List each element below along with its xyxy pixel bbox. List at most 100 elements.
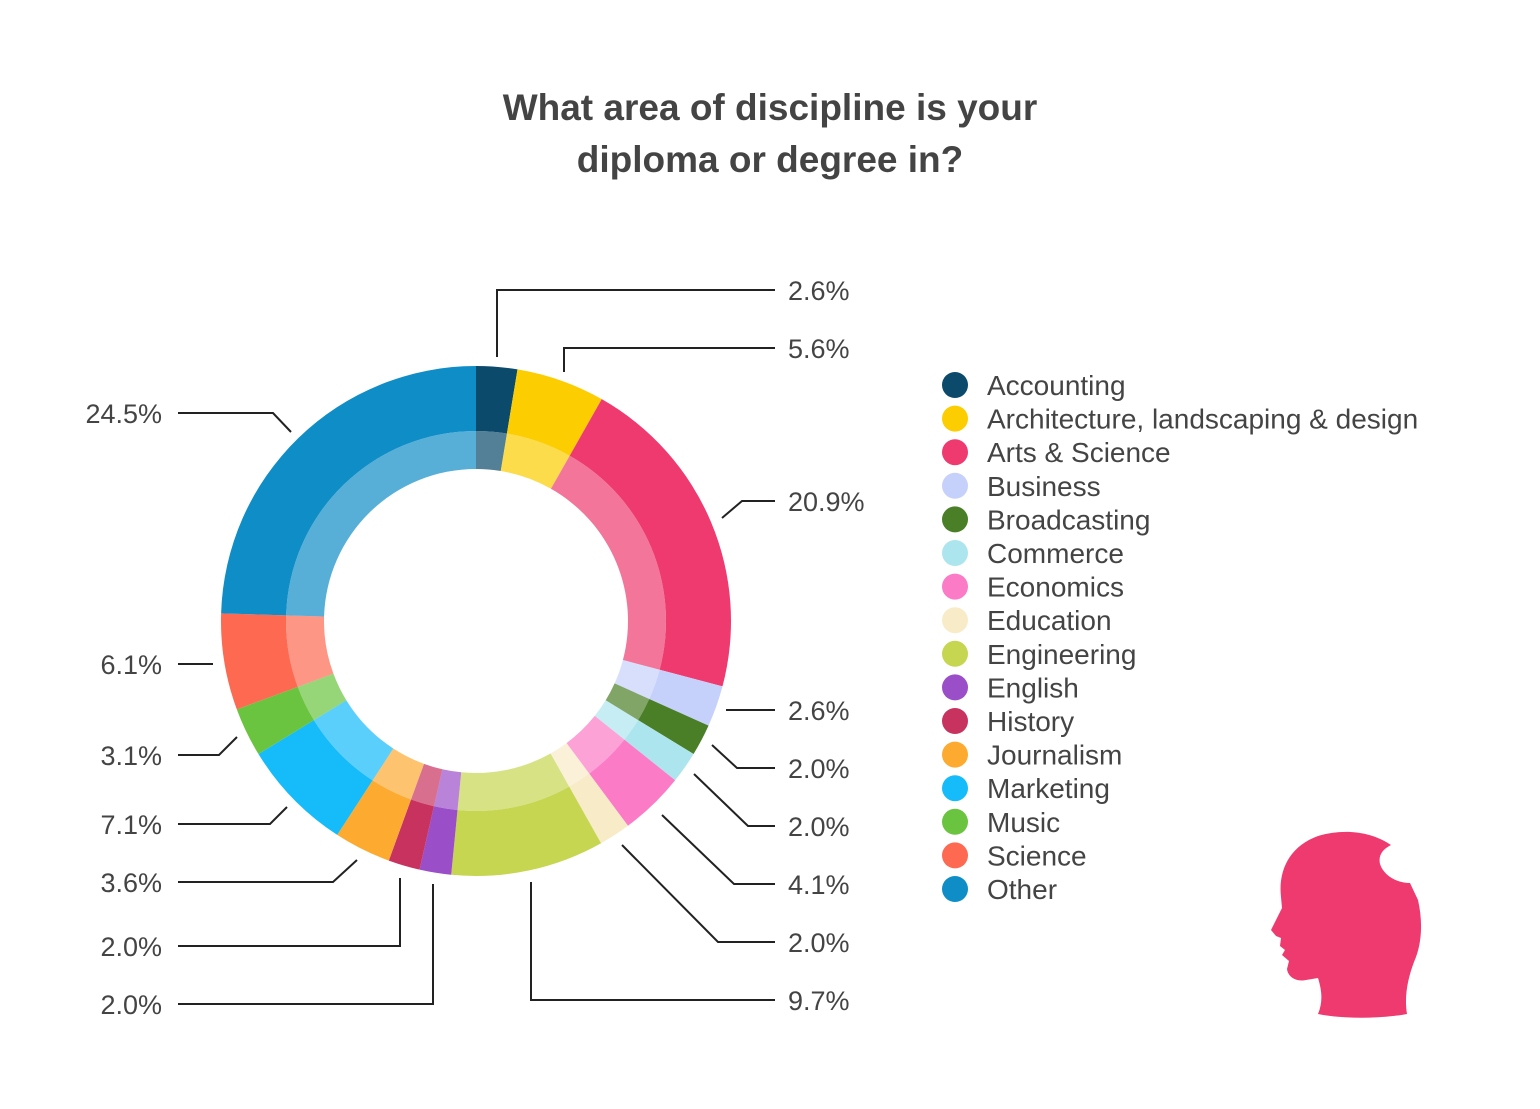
legend-item-other: Other	[942, 874, 1057, 905]
legend-label-science: Science	[987, 840, 1087, 871]
value-label-journalism: 3.6%	[100, 868, 162, 898]
slice-architecture-landscaping-design	[506, 369, 602, 456]
legend-label-accounting: Accounting	[987, 370, 1126, 401]
legend-item-history: History	[942, 706, 1074, 737]
legend-item-business: Business	[942, 471, 1101, 502]
legend-label-marketing: Marketing	[987, 773, 1110, 804]
leader-line-commerce	[693, 773, 775, 827]
value-label-accounting: 2.6%	[788, 276, 850, 306]
legend-swatch-other	[942, 876, 968, 902]
value-label-arts-science: 20.9%	[788, 487, 865, 517]
legend-label-arts-science: Arts & Science	[987, 437, 1171, 468]
leader-line-engineering	[530, 882, 775, 1001]
slice-engineering	[451, 786, 602, 876]
legend-label-music: Music	[987, 807, 1060, 838]
leader-line-arts-science	[721, 500, 775, 519]
value-label-other: 24.5%	[85, 399, 162, 429]
slice-inner-commerce	[594, 700, 639, 740]
slice-education	[569, 773, 628, 844]
value-label-education: 2.0%	[788, 928, 850, 958]
legend-swatch-journalism	[942, 741, 968, 768]
slice-inner-history	[411, 763, 443, 807]
legend-swatch-music	[942, 808, 968, 835]
leader-line-education	[621, 844, 775, 943]
value-labels: 2.6% 5.6% 20.9% 2.6% 2.0% 2.0% 4.1% 2.0% 9.7% 2.0…	[85, 276, 864, 1020]
slice-inner-science	[286, 615, 334, 687]
slice-commerce	[624, 720, 694, 781]
value-label-architecture-landscaping-design: 5.6%	[788, 334, 850, 364]
value-label-economics: 4.1%	[788, 870, 850, 900]
slice-music	[236, 686, 314, 755]
legend-label-history: History	[987, 706, 1074, 737]
slice-inner-arts-science	[550, 455, 666, 670]
legend-item-commerce: Commerce	[942, 538, 1124, 569]
chart-title-line-2: diploma or degree in?	[577, 139, 964, 180]
value-label-english: 2.0%	[100, 990, 162, 1020]
leader-line-marketing	[178, 806, 288, 825]
leader-line-broadcasting	[711, 744, 775, 769]
slice-history	[388, 799, 434, 870]
legend-item-marketing: Marketing	[942, 773, 1110, 804]
legend-swatch-business	[942, 472, 968, 499]
slice-inner-broadcasting	[605, 683, 650, 721]
leader-line-accounting	[496, 289, 775, 357]
legend-label-education: Education	[987, 605, 1112, 636]
slice-business	[649, 669, 723, 726]
legend-swatch-engineering	[942, 640, 968, 667]
slice-inner-architecture-landscaping-design	[500, 433, 570, 489]
chart-title-line-1: What area of discipline is your	[503, 87, 1038, 128]
value-label-history: 2.0%	[100, 932, 162, 962]
slice-inner-education	[550, 743, 590, 787]
legend-label-english: English	[987, 672, 1079, 703]
slice-arts-science	[569, 399, 731, 687]
legend-item-economics: Economics	[942, 572, 1124, 603]
legend-item-education: Education	[942, 605, 1112, 636]
leader-line-journalism	[178, 859, 358, 883]
legend-label-architecture-landscaping-design: Architecture, landscaping & design	[987, 404, 1418, 435]
value-label-marketing: 7.1%	[100, 810, 162, 840]
legend-item-accounting: Accounting	[942, 370, 1126, 401]
value-label-engineering: 9.7%	[788, 986, 850, 1016]
slice-accounting	[476, 366, 518, 434]
legend-label-other: Other	[987, 874, 1057, 905]
leader-line-other	[178, 412, 292, 433]
legend-item-broadcasting: Broadcasting	[942, 504, 1150, 535]
legend-swatch-science	[942, 842, 968, 869]
donut-slices	[221, 366, 731, 876]
slice-broadcasting	[638, 698, 709, 755]
legend-item-music: Music	[942, 807, 1060, 838]
slice-english	[419, 806, 458, 875]
legend-item-science: Science	[942, 840, 1087, 871]
legend-item-architecture-landscaping-design: Architecture, landscaping & design	[942, 404, 1418, 435]
slice-inner-economics	[566, 715, 625, 774]
slice-inner-business	[614, 659, 660, 699]
legend-swatch-architecture-landscaping-design	[942, 405, 968, 432]
slice-inner-other	[286, 431, 476, 617]
value-label-broadcasting: 2.0%	[788, 754, 850, 784]
leader-line-economics	[661, 814, 775, 885]
slice-inner-music	[297, 673, 347, 721]
slice-economics	[589, 739, 676, 826]
legend-swatch-commerce	[942, 540, 968, 566]
head-silhouette-icon	[1271, 831, 1422, 1018]
slice-inner-journalism	[372, 748, 425, 800]
legend-swatch-economics	[942, 573, 968, 600]
value-label-music: 3.1%	[100, 741, 162, 771]
legend-item-journalism: Journalism	[942, 740, 1122, 771]
leader-line-music	[178, 736, 238, 756]
legend-swatch-education	[942, 607, 968, 634]
legend-label-engineering: Engineering	[987, 639, 1136, 670]
slice-inner-accounting	[476, 431, 507, 472]
legend-swatch-broadcasting	[942, 506, 968, 533]
leader-line-history	[178, 878, 401, 947]
slice-inner-english	[433, 769, 462, 811]
legend-swatch-accounting	[942, 372, 968, 398]
value-label-science: 6.1%	[100, 650, 162, 680]
legend-item-english: English	[942, 672, 1079, 703]
slice-science	[221, 613, 298, 710]
leader-lines	[178, 289, 775, 1005]
legend-item-arts-science: Arts & Science	[942, 437, 1171, 468]
legend-label-commerce: Commerce	[987, 538, 1124, 569]
